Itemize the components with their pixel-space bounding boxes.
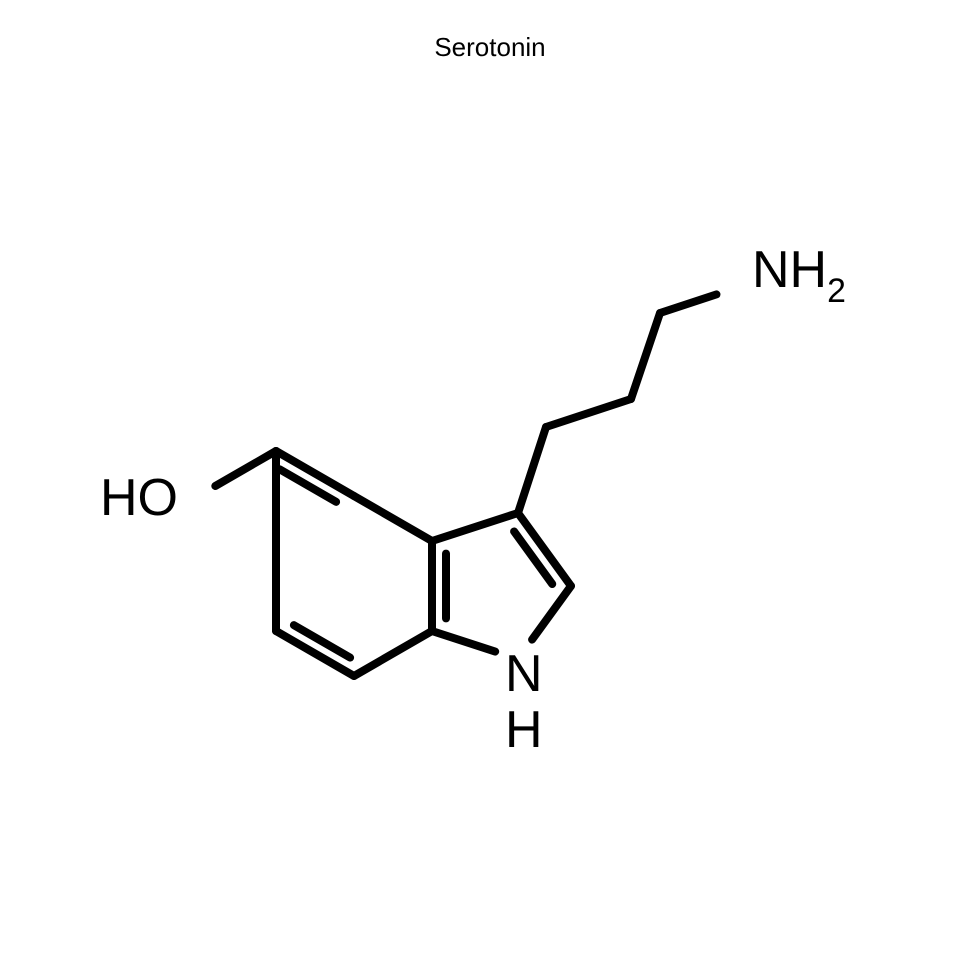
atom-label-amine: NH2 [752, 240, 846, 307]
diagram-container: Serotonin HONHNH2 [0, 0, 980, 980]
atom-label-indole-nh-n: N [505, 644, 543, 704]
atom-label-hydroxyl: HO [100, 468, 178, 528]
atom-label-indole-nh-h: H [505, 700, 543, 760]
